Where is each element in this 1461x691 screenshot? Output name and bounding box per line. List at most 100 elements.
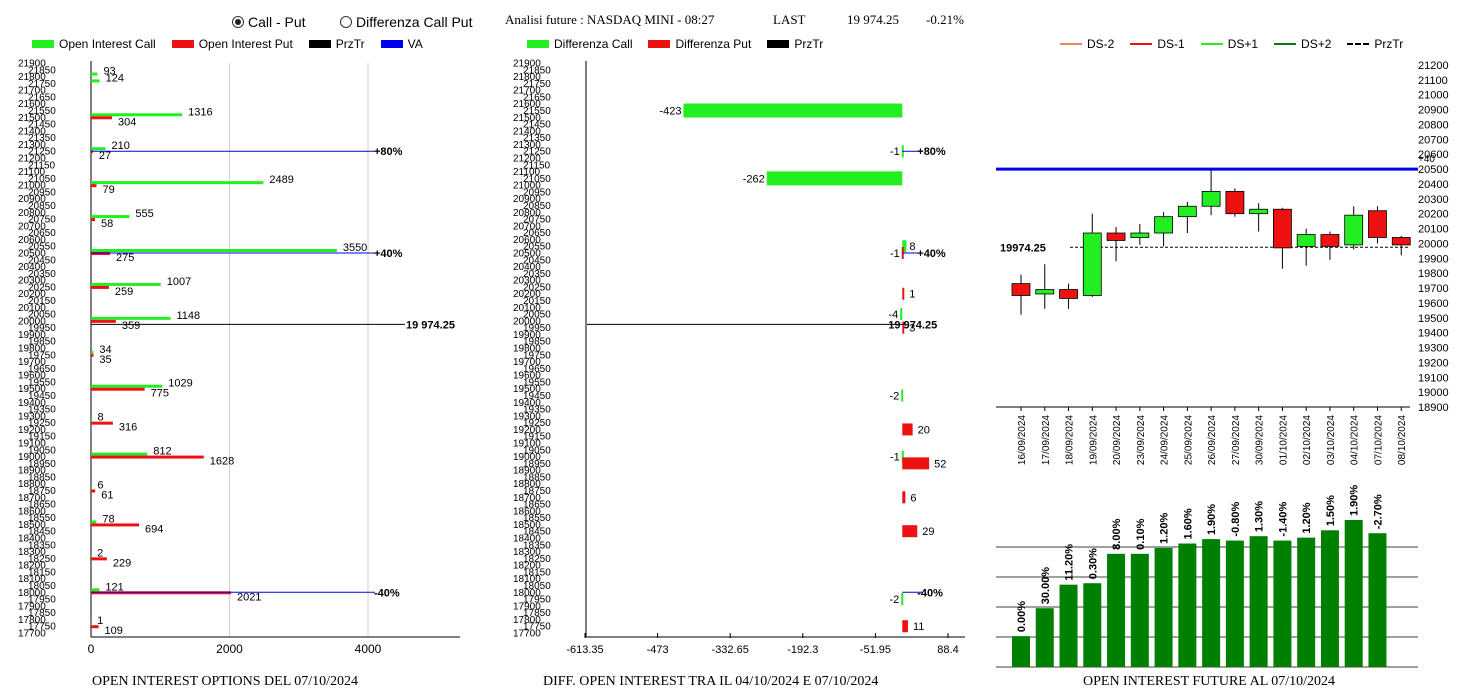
legend-mid: Differenza Call Differenza Put PrzTr bbox=[527, 37, 833, 51]
radio-differenza[interactable]: Differenza Call Put bbox=[340, 14, 472, 30]
strike-tick-label: 18500 bbox=[513, 520, 541, 531]
strike-tick-label: 20000 bbox=[18, 316, 46, 327]
call-bar bbox=[91, 79, 100, 83]
strike-tick-label: 20550 bbox=[28, 242, 56, 253]
strike-tick-label: 18350 bbox=[523, 540, 551, 551]
strike-tick-label: 20400 bbox=[513, 262, 541, 273]
diff-call-bar bbox=[901, 593, 904, 606]
strike-tick-label: 20300 bbox=[513, 276, 541, 287]
price-tick-label: 19300 bbox=[1418, 343, 1449, 355]
strike-tick-label: 18000 bbox=[18, 588, 46, 599]
diff-call-value-label: -4 bbox=[888, 309, 898, 321]
radio-selected-icon[interactable] bbox=[232, 16, 244, 28]
call-value-label: 124 bbox=[106, 72, 124, 84]
oi-bar bbox=[1225, 540, 1244, 667]
strike-tick-label: 20450 bbox=[28, 255, 56, 266]
strike-tick-label: 19300 bbox=[18, 411, 46, 422]
strike-tick-label: 21350 bbox=[523, 133, 551, 144]
strike-tick-label: 21400 bbox=[513, 126, 541, 137]
x-tick-label: -473 bbox=[647, 644, 669, 656]
date-tick-label: 26/09/2024 bbox=[1207, 415, 1218, 465]
diff-put-value-label: 20 bbox=[918, 424, 930, 436]
put-bar bbox=[91, 218, 96, 222]
strike-tick-label: 20950 bbox=[28, 187, 56, 198]
strike-tick-label: 17950 bbox=[523, 595, 551, 606]
legend-line-ds+2 bbox=[1274, 43, 1297, 45]
date-tick-label: 23/09/2024 bbox=[1136, 415, 1147, 465]
x-tick-label: -51.95 bbox=[860, 644, 891, 656]
diff-put-value-label: 52 bbox=[934, 458, 946, 470]
va-label: +40 bbox=[1418, 154, 1435, 165]
strike-tick-label: 19600 bbox=[18, 371, 46, 382]
strike-tick-label: 20100 bbox=[18, 303, 46, 314]
x-tick-label: -192.3 bbox=[787, 644, 818, 656]
strike-tick-label: 20500 bbox=[513, 249, 541, 260]
diff-call-value-label: -262 bbox=[743, 173, 765, 185]
strike-tick-label: 18150 bbox=[28, 567, 56, 578]
oi-bar bbox=[1083, 583, 1102, 667]
radio-call-put[interactable]: Call - Put bbox=[232, 14, 306, 30]
legend-swatch-diff-put bbox=[648, 40, 671, 48]
price-tick-label: 19400 bbox=[1418, 328, 1449, 340]
strike-tick-label: 18550 bbox=[523, 513, 551, 524]
call-bar bbox=[91, 452, 148, 456]
strike-tick-label: 20250 bbox=[28, 282, 56, 293]
strike-tick-label: 17900 bbox=[513, 601, 541, 612]
strike-tick-label: 21350 bbox=[28, 133, 56, 144]
diff-put-bar bbox=[902, 287, 905, 300]
strike-tick-label: 21250 bbox=[523, 147, 551, 158]
date-tick-label: 01/10/2024 bbox=[1278, 415, 1289, 465]
legend-swatch-przt-mid bbox=[767, 40, 790, 48]
strike-tick-label: 19350 bbox=[523, 405, 551, 416]
strike-tick-label: 19750 bbox=[523, 350, 551, 361]
date-tick-label: 20/09/2024 bbox=[1112, 415, 1123, 465]
put-value-label: 61 bbox=[101, 490, 113, 502]
oi-bar-label: 1.30% bbox=[1254, 501, 1266, 532]
price-tick-label: 20300 bbox=[1418, 194, 1449, 206]
strike-tick-label: 21000 bbox=[513, 181, 541, 192]
diff-call-bar bbox=[766, 171, 903, 186]
diff-open-interest-chart: -613.35 -473 -332.65 -192.3 -51.95 88.4219002… bbox=[513, 59, 965, 656]
strike-tick-label: 18950 bbox=[28, 459, 56, 470]
oi-bar bbox=[1154, 547, 1173, 667]
date-tick-label: 19/09/2024 bbox=[1088, 415, 1099, 465]
va-label: +80% bbox=[374, 146, 403, 158]
legend-diff-put-label: Differenza Put bbox=[675, 37, 752, 51]
price-tick-label: 20900 bbox=[1418, 105, 1449, 117]
call-value-label: 78 bbox=[102, 513, 114, 525]
legend-swatch-put bbox=[171, 40, 194, 48]
legend-ds-1-label: DS-1 bbox=[1157, 37, 1185, 51]
price-tick-label: 19900 bbox=[1418, 253, 1449, 265]
legend-ds-2-label: DS-2 bbox=[1087, 37, 1115, 51]
strike-tick-label: 21300 bbox=[513, 140, 541, 151]
radio-unselected-icon[interactable] bbox=[340, 16, 352, 28]
put-value-label: 2021 bbox=[237, 591, 261, 603]
strike-tick-label: 18650 bbox=[28, 500, 56, 511]
strike-tick-label: 20050 bbox=[28, 310, 56, 321]
oi-bar bbox=[1344, 520, 1363, 667]
diff-call-bar bbox=[902, 240, 907, 253]
diff-call-value-label: -1 bbox=[890, 146, 900, 158]
candle-body bbox=[1011, 283, 1031, 296]
strike-tick-label: 21900 bbox=[513, 59, 541, 70]
put-bar bbox=[91, 489, 96, 493]
oi-bar bbox=[1035, 608, 1054, 667]
x-tick-label: -613.35 bbox=[566, 644, 603, 656]
strike-tick-label: 19050 bbox=[28, 445, 56, 456]
strike-tick-label: 18050 bbox=[28, 581, 56, 592]
strike-tick-label: 20850 bbox=[28, 201, 56, 212]
strike-tick-label: 21600 bbox=[18, 99, 46, 110]
x-tick-label: 4000 bbox=[355, 642, 382, 656]
strike-tick-label: 20950 bbox=[523, 187, 551, 198]
x-tick-label: 88.4 bbox=[937, 644, 958, 656]
strike-tick-label: 17700 bbox=[18, 629, 46, 640]
strike-tick-label: 21150 bbox=[523, 160, 551, 171]
oi-bar-label: 11.20% bbox=[1064, 544, 1076, 581]
radio-differenza-label: Differenza Call Put bbox=[356, 14, 473, 30]
x-tick-label: 0 bbox=[88, 642, 95, 656]
przt-label: 19 974.25 bbox=[888, 319, 937, 331]
put-bar bbox=[91, 625, 99, 629]
price-tick-label: 19600 bbox=[1418, 298, 1449, 310]
call-value-label: 8 bbox=[98, 412, 104, 424]
strike-tick-label: 17800 bbox=[18, 615, 46, 626]
